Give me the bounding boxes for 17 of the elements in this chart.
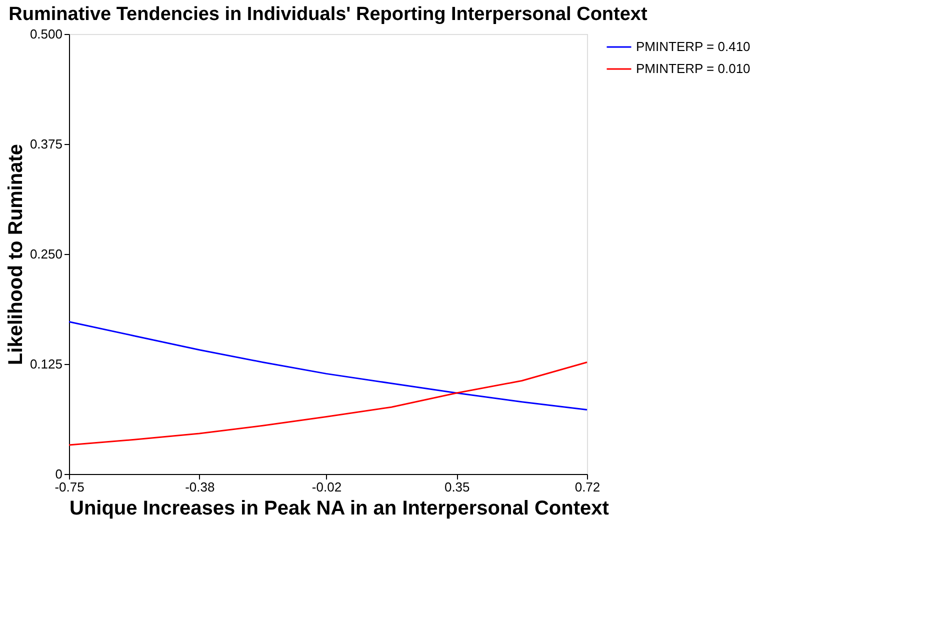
x-tick-label: -0.38: [185, 480, 215, 494]
x-tick-label: 0.35: [444, 480, 470, 494]
x-tick-label: -0.02: [312, 480, 342, 494]
legend-label: PMINTERP = 0.010: [636, 61, 750, 76]
x-axis-title: Unique Increases in Peak NA in an Interpersonal Context: [70, 498, 610, 520]
y-tick-label: 0.250: [30, 246, 62, 262]
legend-label: PMINTERP = 0.410: [636, 39, 750, 54]
y-tick-label: 0: [55, 466, 62, 482]
y-tick-label: 0.500: [30, 26, 62, 42]
chart-title: Ruminative Tendencies in Individuals' Reporting Interpersonal Context: [8, 4, 648, 25]
x-tick-label: 0.72: [574, 480, 600, 494]
line-series: [68, 361, 588, 446]
y-axis-title: Likelihood to Ruminate: [4, 144, 27, 366]
y-tick-label: 0.375: [30, 136, 62, 152]
y-tick-label: 0.125: [30, 356, 62, 372]
line-series: [68, 321, 588, 411]
x-tick-label: -0.75: [54, 480, 84, 494]
